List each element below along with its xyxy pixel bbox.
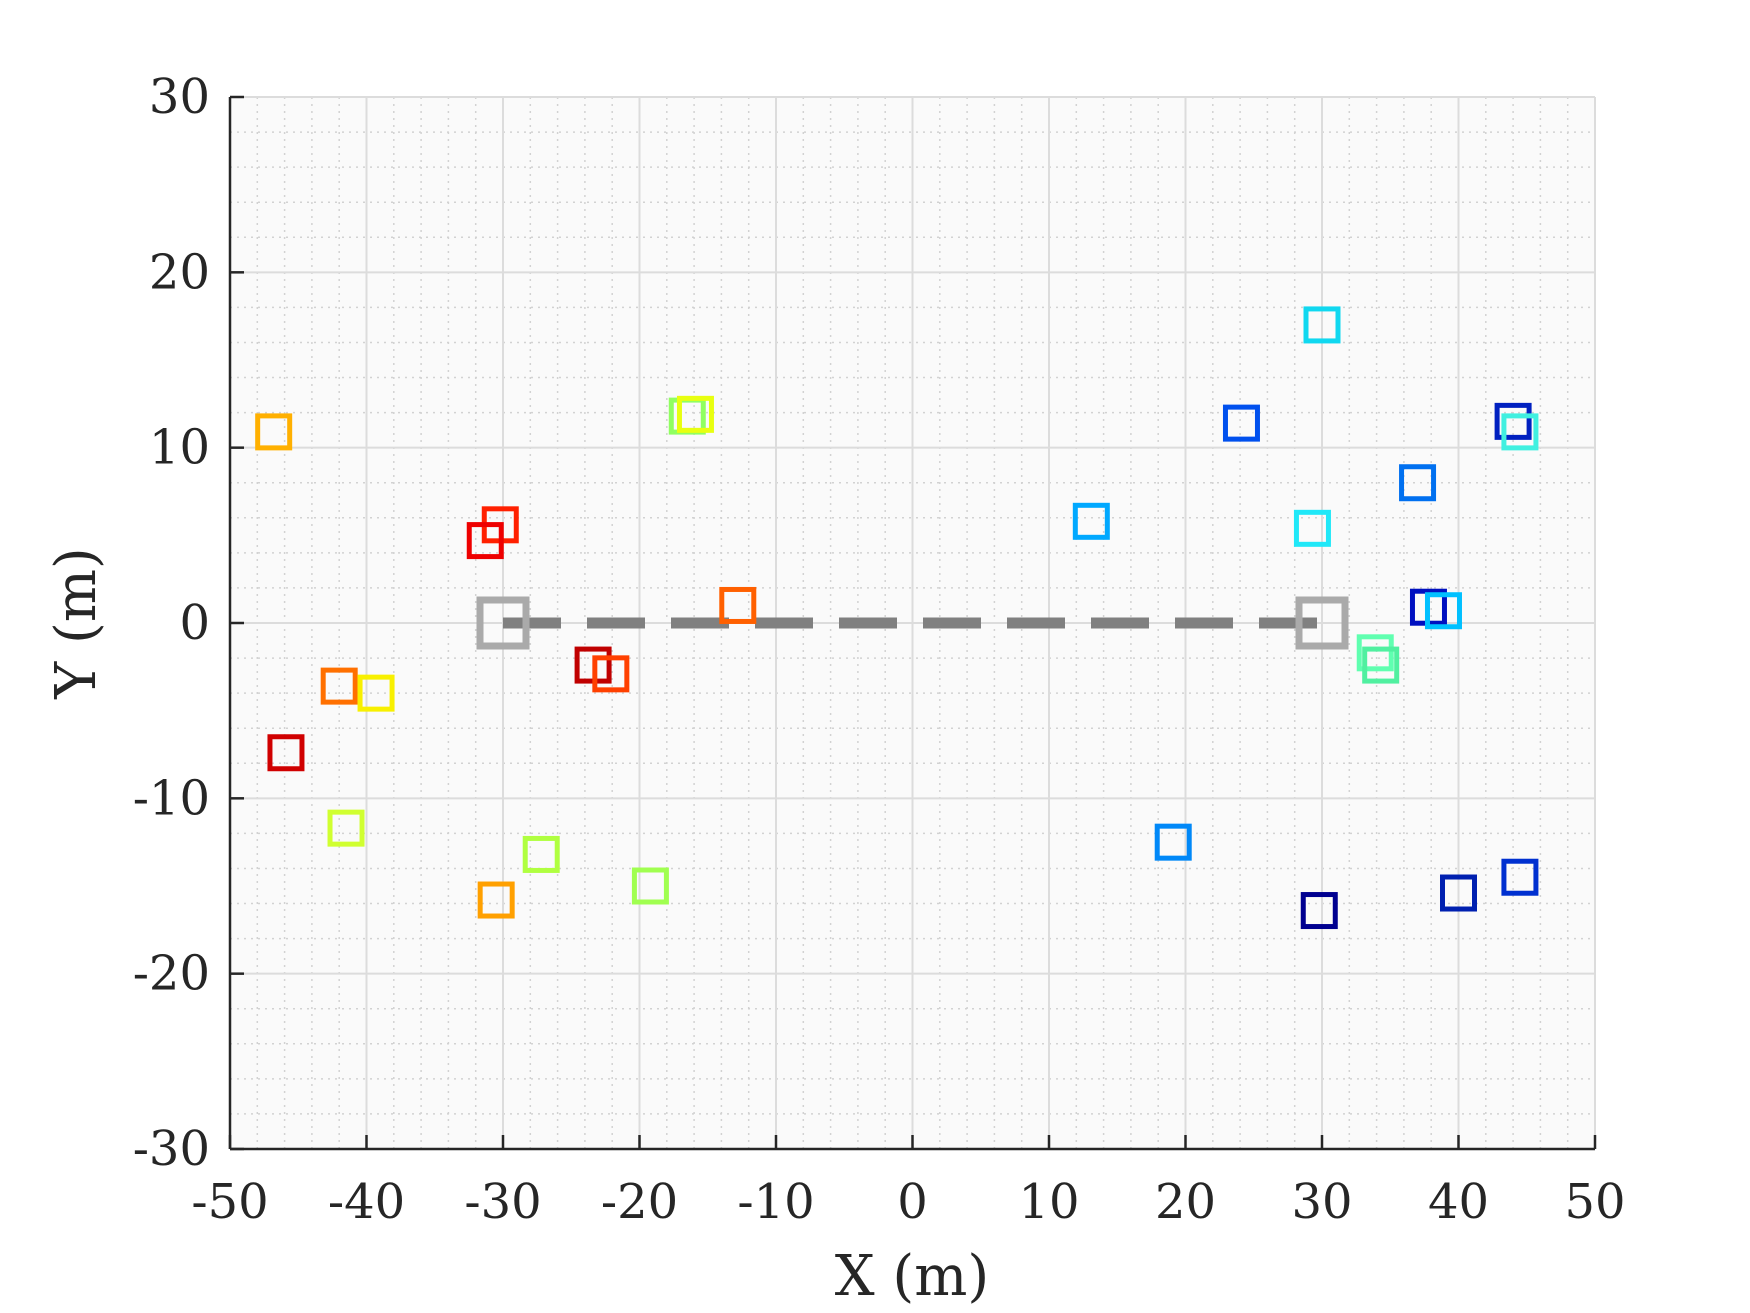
data-point-marker <box>327 809 365 847</box>
data-point-marker <box>631 867 669 905</box>
x-tick-label: -10 <box>737 1174 814 1230</box>
data-point-marker <box>719 586 757 624</box>
y-tick-label: 10 <box>149 420 210 476</box>
data-point-marker <box>1501 858 1539 896</box>
y-axis-title: Y (m) <box>44 547 109 700</box>
data-points <box>255 306 1539 930</box>
data-point-marker <box>1399 464 1437 502</box>
x-tick-label: 30 <box>1291 1174 1352 1230</box>
data-point-marker <box>320 667 358 705</box>
data-point-marker <box>1222 404 1260 442</box>
y-tick-label: -20 <box>133 946 210 1002</box>
data-point-marker <box>1154 823 1192 861</box>
data-point-marker <box>1356 634 1394 672</box>
y-tick-label: 20 <box>149 244 210 300</box>
data-point-marker <box>255 413 293 451</box>
x-tick-label: -30 <box>464 1174 541 1230</box>
axes <box>228 95 1597 1151</box>
data-point-marker <box>477 881 515 919</box>
y-tick-label: -30 <box>133 1121 210 1177</box>
data-point-marker <box>592 655 630 693</box>
data-point-marker <box>1293 509 1331 547</box>
data-point-marker <box>466 522 504 560</box>
x-tick-label: 50 <box>1564 1174 1625 1230</box>
x-tick-label: -40 <box>328 1174 405 1230</box>
data-point-marker <box>1362 646 1400 684</box>
data-point-marker <box>1424 592 1462 630</box>
data-point-marker <box>1440 874 1477 912</box>
x-tick-label: 10 <box>1018 1174 1079 1230</box>
data-point-marker <box>1300 892 1338 930</box>
data-point-marker <box>522 835 560 873</box>
y-tick-label: 0 <box>179 595 210 651</box>
x-tick-label: 20 <box>1155 1174 1216 1230</box>
y-tick-labels: -30 -20 -10 0 10 20 30 <box>133 69 210 1177</box>
reference-endpoint-marker <box>476 596 530 650</box>
y-tick-label: 30 <box>149 69 210 125</box>
reference-endpoint-marker <box>1295 596 1349 650</box>
x-tick-label: -50 <box>191 1174 268 1230</box>
x-axis-title: X (m) <box>835 1244 989 1309</box>
data-point-marker <box>1072 502 1110 540</box>
reference-link <box>476 596 1349 650</box>
x-tick-labels: -50 -40 -30 -20 -10 0 10 20 30 40 50 <box>191 1174 1625 1230</box>
data-point-marker <box>267 734 305 772</box>
y-tick-label: -10 <box>133 770 210 826</box>
data-point-marker <box>357 674 395 712</box>
x-tick-label: 0 <box>897 1174 928 1230</box>
data-point-marker <box>676 395 714 433</box>
x-tick-label: -20 <box>601 1174 678 1230</box>
data-point-marker <box>1501 413 1539 451</box>
x-tick-label: 40 <box>1428 1174 1489 1230</box>
data-point-marker <box>1494 402 1532 440</box>
data-point-marker <box>1303 306 1341 344</box>
